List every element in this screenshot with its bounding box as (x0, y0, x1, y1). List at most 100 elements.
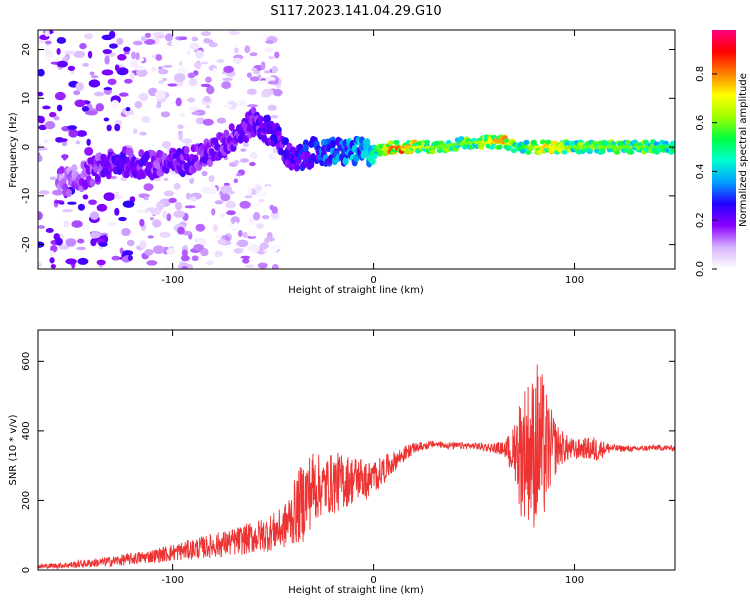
snr-y-tick-label: 600 (21, 352, 32, 371)
heatmap-noise-cell (123, 51, 130, 55)
heatmap-noise-cell (85, 110, 98, 116)
heatmap-noise-cell (272, 88, 283, 97)
heatmap-noise-cell (255, 223, 264, 229)
heatmap-noise-cell (181, 249, 188, 257)
heatmap-noise-cell (157, 66, 164, 70)
heatmap-noise-cell (43, 139, 48, 144)
heatmap-noise-cell (167, 83, 178, 87)
colorbar-tick-label: 0.8 (695, 66, 706, 82)
heatmap-noise-cell (140, 35, 148, 42)
heatmap-cell (257, 115, 264, 124)
heatmap-noise-cell (116, 37, 124, 45)
heatmap-noise-cell (106, 124, 112, 132)
heatmap-noise-cell (246, 104, 259, 108)
heatmap-noise-cell (62, 154, 67, 161)
heatmap-noise-cell (38, 142, 43, 147)
heatmap-y-tick-label: -10 (21, 188, 32, 204)
heatmap-noise-cell (193, 243, 205, 251)
heatmap-noise-cell (195, 223, 206, 232)
heatmap-noise-cell (205, 260, 214, 266)
heatmap-noise-cell (135, 52, 140, 61)
heatmap-noise-cell (79, 43, 87, 50)
heatmap-noise-cell (110, 99, 120, 109)
heatmap-noise-cell (130, 72, 135, 80)
heatmap-noise-cell (233, 248, 243, 254)
heatmap-noise-cell (228, 30, 240, 36)
heatmap-noise-cell (44, 49, 53, 59)
heatmap-noise-cell (246, 88, 257, 95)
heatmap-cells (38, 30, 675, 269)
heatmap-cell (662, 140, 669, 146)
heatmap-cell (545, 139, 552, 145)
heatmap-noise-cell (226, 210, 236, 216)
heatmap-noise-cell (138, 208, 146, 213)
heatmap-noise-cell (261, 214, 270, 220)
heatmap-noise-cell (212, 223, 218, 232)
heatmap-noise-cell (177, 226, 185, 235)
heatmap-noise-cell (71, 220, 83, 228)
heatmap-noise-cell (268, 152, 277, 161)
heatmap-noise-cell (269, 244, 279, 253)
heatmap-noise-cell (56, 47, 61, 55)
heatmap-cell (71, 164, 78, 173)
heatmap-noise-cell (123, 46, 131, 53)
heatmap-cell (246, 124, 253, 133)
heatmap-noise-cell (38, 190, 50, 195)
heatmap-noise-cell (90, 75, 99, 79)
colorbar-gradient (712, 30, 736, 269)
heatmap-noise-cell (272, 148, 278, 154)
heatmap-cell (387, 140, 394, 146)
heatmap-noise-cell (139, 240, 147, 249)
heatmap-noise-cell (220, 212, 225, 218)
heatmap-y-tick-label: 20 (21, 43, 32, 56)
heatmap-noise-cell (223, 65, 234, 74)
heatmap-noise-cell (237, 230, 243, 238)
heatmap-noise-cell (145, 124, 154, 133)
colorbar-tick-label: 0.0 (695, 261, 706, 277)
snr-x-tick-label: -100 (161, 575, 184, 586)
heatmap-noise-cell (38, 211, 43, 221)
heatmap-noise-cell (149, 217, 154, 221)
heatmap-noise-cell (43, 57, 52, 63)
heatmap-noise-cell (44, 121, 56, 130)
heatmap-noise-cell (129, 59, 139, 68)
heatmap-noise-cell (200, 31, 212, 37)
heatmap-noise-cell (96, 259, 106, 266)
heatmap-noise-cell (76, 246, 87, 251)
heatmap-noise-cell (100, 232, 109, 236)
heatmap-noise-cell (158, 80, 164, 84)
heatmap-noise-cell (107, 78, 117, 85)
heatmap-noise-cell (89, 71, 95, 76)
heatmap-noise-cell (65, 258, 77, 265)
heatmap-y-tick-label: -20 (21, 236, 32, 252)
heatmap-cell (669, 140, 675, 146)
heatmap-noise-cell (152, 219, 162, 228)
snr-x-axis: -100 0 100 (161, 330, 584, 586)
heatmap-y-axis: -20 -10 0 10 20 (21, 43, 675, 253)
heatmap-noise-cell (101, 69, 114, 76)
heatmap-noise-cell (185, 192, 191, 200)
heatmap-noise-cell (53, 116, 60, 121)
heatmap-noise-cell (114, 123, 121, 132)
heatmap-noise-cell (56, 60, 68, 68)
heatmap-noise-cell (205, 104, 210, 109)
heatmap-noise-cell (175, 97, 182, 107)
heatmap-cell (342, 157, 349, 166)
heatmap-noise-cell (260, 33, 268, 39)
heatmap-noise-cell (225, 200, 237, 209)
heatmap-noise-cell (223, 182, 231, 187)
heatmap-noise-cell (154, 90, 166, 100)
heatmap-noise-cell (139, 218, 145, 227)
colorbar-tick-label: 0.2 (695, 212, 706, 228)
heatmap-noise-cell (77, 257, 89, 265)
heatmap-noise-cell (256, 201, 261, 207)
heatmap-noise-cell (139, 131, 147, 136)
heatmap-cell (282, 137, 289, 146)
heatmap-noise-cell (90, 238, 97, 247)
heatmap-noise-cell (76, 130, 88, 137)
heatmap-noise-cell (258, 80, 269, 85)
heatmap-noise-cell (126, 239, 135, 247)
heatmap-noise-cell (177, 124, 184, 130)
heatmap-noise-cell (75, 82, 85, 91)
heatmap-noise-cell (90, 231, 101, 239)
